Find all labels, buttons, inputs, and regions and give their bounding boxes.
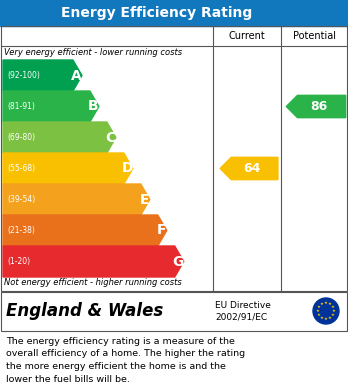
Polygon shape — [3, 153, 133, 184]
Text: Energy Efficiency Rating: Energy Efficiency Rating — [61, 6, 252, 20]
Text: Current: Current — [229, 31, 266, 41]
Text: B: B — [88, 99, 99, 113]
Polygon shape — [220, 157, 278, 179]
Text: ★: ★ — [320, 316, 324, 320]
Text: Very energy efficient - lower running costs: Very energy efficient - lower running co… — [4, 48, 182, 57]
Polygon shape — [3, 60, 82, 91]
Text: ★: ★ — [316, 309, 320, 313]
Text: (81-91): (81-91) — [7, 102, 35, 111]
Text: 2002/91/EC: 2002/91/EC — [215, 312, 267, 321]
Text: ★: ★ — [324, 301, 328, 305]
Text: 86: 86 — [310, 100, 327, 113]
Text: Not energy efficient - higher running costs: Not energy efficient - higher running co… — [4, 278, 182, 287]
Polygon shape — [286, 95, 346, 118]
Text: ★: ★ — [332, 309, 336, 313]
Polygon shape — [3, 246, 184, 277]
Text: ★: ★ — [328, 316, 332, 320]
Text: Potential: Potential — [293, 31, 335, 41]
Text: (69-80): (69-80) — [7, 133, 35, 142]
Bar — [1, 26, 347, 291]
Polygon shape — [3, 91, 99, 122]
Text: England & Wales: England & Wales — [6, 302, 163, 320]
Text: ★: ★ — [331, 313, 335, 317]
Text: ★: ★ — [328, 302, 332, 306]
Text: A: A — [71, 68, 82, 83]
Polygon shape — [3, 122, 116, 153]
Text: 64: 64 — [243, 162, 261, 175]
Text: ★: ★ — [317, 313, 321, 317]
Text: E: E — [140, 192, 149, 206]
Text: EU Directive: EU Directive — [215, 301, 271, 310]
Text: (39-54): (39-54) — [7, 195, 35, 204]
Circle shape — [313, 298, 339, 324]
Text: ★: ★ — [320, 302, 324, 306]
Text: ★: ★ — [331, 305, 335, 309]
Bar — [0, 331, 348, 391]
Text: The energy efficiency rating is a measure of the
overall efficiency of a home. T: The energy efficiency rating is a measur… — [6, 337, 245, 384]
Polygon shape — [3, 215, 167, 246]
Bar — [0, 291, 348, 331]
Text: ★: ★ — [324, 317, 328, 321]
Text: F: F — [157, 224, 166, 237]
Text: C: C — [105, 131, 116, 145]
Text: (21-38): (21-38) — [7, 226, 35, 235]
Bar — [1, 292, 347, 331]
Polygon shape — [3, 184, 150, 215]
Text: ★: ★ — [317, 305, 321, 309]
Bar — [0, 0, 348, 26]
Text: (92-100): (92-100) — [7, 71, 40, 80]
Text: D: D — [121, 161, 133, 176]
Text: (1-20): (1-20) — [7, 257, 30, 266]
Text: (55-68): (55-68) — [7, 164, 35, 173]
Text: G: G — [173, 255, 184, 269]
